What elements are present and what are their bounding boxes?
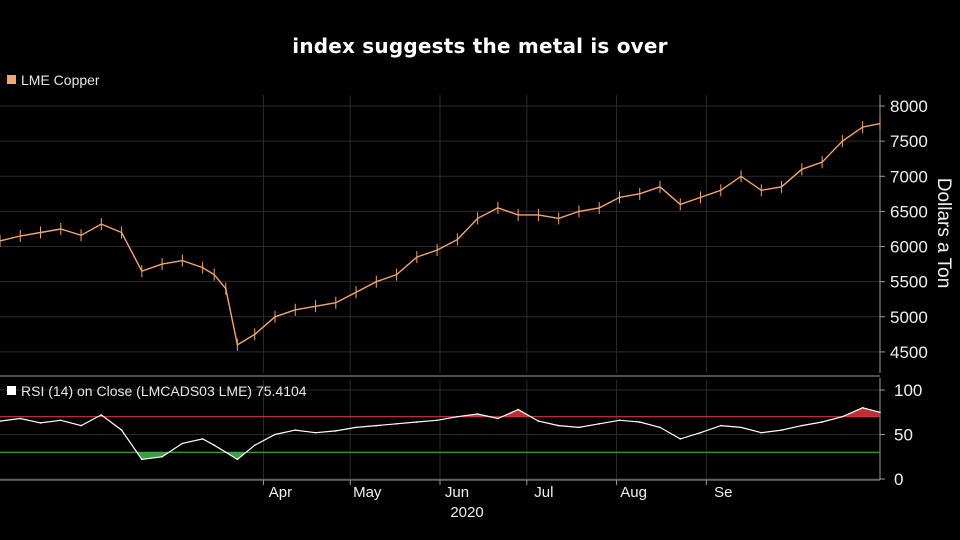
- x-year-label: 2020: [450, 504, 483, 521]
- rsi-point: [274, 433, 276, 436]
- price-series: [0, 117, 881, 351]
- rsi-point: [598, 423, 601, 425]
- x-tick-label: Jul: [534, 484, 553, 501]
- rsi-point: [314, 431, 317, 434]
- rsi-point: [497, 417, 499, 420]
- copper-legend-swatch: [7, 75, 16, 84]
- rsi-overbought-fill: [501, 409, 531, 417]
- rsi-point: [699, 431, 702, 434]
- rsi-point: [861, 407, 864, 409]
- copper-legend-label: LME Copper: [21, 72, 100, 88]
- rsi-point: [100, 414, 103, 416]
- rsi-point: [19, 417, 22, 420]
- rsi-point: [436, 419, 438, 422]
- price-y-tick-label: 7000: [890, 167, 928, 186]
- rsi-point: [517, 408, 519, 411]
- price-y-tick-label: 6000: [890, 238, 928, 257]
- rsi-point: [740, 426, 742, 429]
- price-y-tick-label: 6500: [890, 202, 928, 221]
- rsi-fills: [97, 407, 880, 460]
- rsi-point: [821, 421, 823, 423]
- rsi-point: [476, 413, 479, 415]
- rsi-point: [578, 426, 580, 429]
- rsi-point: [557, 424, 560, 427]
- price-y-tick-label: 5000: [890, 308, 928, 327]
- rsi-y-ticks: 0 50 100: [880, 381, 922, 489]
- rsi-point: [537, 420, 540, 422]
- x-tick-label: Aug: [620, 484, 647, 501]
- price-y-tick-label: 8000: [890, 97, 928, 116]
- rsi-point: [141, 458, 143, 461]
- rsi-oversold-fill: [225, 452, 247, 460]
- rsi-point: [334, 430, 337, 432]
- rsi-point: [719, 424, 722, 427]
- rsi-point: [253, 444, 256, 446]
- rsi-bands: [0, 416, 880, 453]
- price-y-tick-label: 4500: [890, 343, 928, 362]
- rsi-point: [355, 426, 357, 429]
- rsi-point: [59, 419, 62, 422]
- rsi-point: [0, 420, 1, 422]
- rsi-point: [161, 455, 163, 458]
- x-tick-label: Se: [714, 484, 732, 501]
- rsi-point: [679, 438, 682, 440]
- x-tick-label: Apr: [269, 484, 292, 501]
- rsi-point: [120, 429, 123, 431]
- x-ticks: Apr May Jun Jul Aug Se: [262, 480, 732, 501]
- rsi-point: [801, 424, 803, 427]
- rsi-point: [841, 415, 844, 418]
- rsi-point: [236, 458, 239, 461]
- rsi-oversold-fill: [136, 452, 169, 460]
- rsi-overbought-fill: [842, 407, 880, 417]
- rsi-point: [659, 426, 661, 429]
- rsi-point: [760, 431, 763, 434]
- rsi-point: [181, 442, 184, 445]
- price-y-tick-label: 5500: [890, 273, 928, 292]
- rsi-point: [375, 424, 378, 427]
- rsi-point: [638, 421, 641, 423]
- rsi-point: [879, 411, 881, 414]
- x-tick-label: Jun: [445, 484, 469, 501]
- rsi-legend-label: RSI (14) on Close (LMCADS03 LME) 75.4104: [21, 383, 307, 399]
- rsi-legend-swatch: [7, 386, 16, 395]
- rsi-y-tick-label: 50: [894, 426, 913, 445]
- rsi-point: [395, 423, 398, 425]
- rsi-point: [213, 444, 216, 446]
- y-axis-label: Dollars a Ton: [933, 178, 954, 289]
- rsi-point: [618, 419, 621, 422]
- price-y-tick-label: 7500: [890, 132, 928, 151]
- rsi-line: [0, 407, 881, 461]
- x-tick-label: May: [353, 484, 382, 501]
- price-y-ticks: 4500 5000 5500 6000 6500 7000 7500 8000: [880, 97, 928, 362]
- rsi-point: [456, 415, 459, 418]
- rsi-point: [80, 424, 82, 427]
- copper-price-line: [0, 122, 881, 347]
- rsi-point: [416, 421, 418, 423]
- rsi-series: [0, 407, 881, 461]
- rsi-y-tick-label: 100: [894, 381, 922, 400]
- rsi-y-tick-label: 0: [894, 470, 903, 489]
- rsi-point: [224, 451, 227, 454]
- rsi-point: [780, 429, 783, 431]
- rsi-point: [39, 422, 42, 424]
- rsi-point: [201, 438, 204, 440]
- chart-title: index suggests the metal is over: [292, 34, 668, 58]
- rsi-point: [294, 429, 297, 431]
